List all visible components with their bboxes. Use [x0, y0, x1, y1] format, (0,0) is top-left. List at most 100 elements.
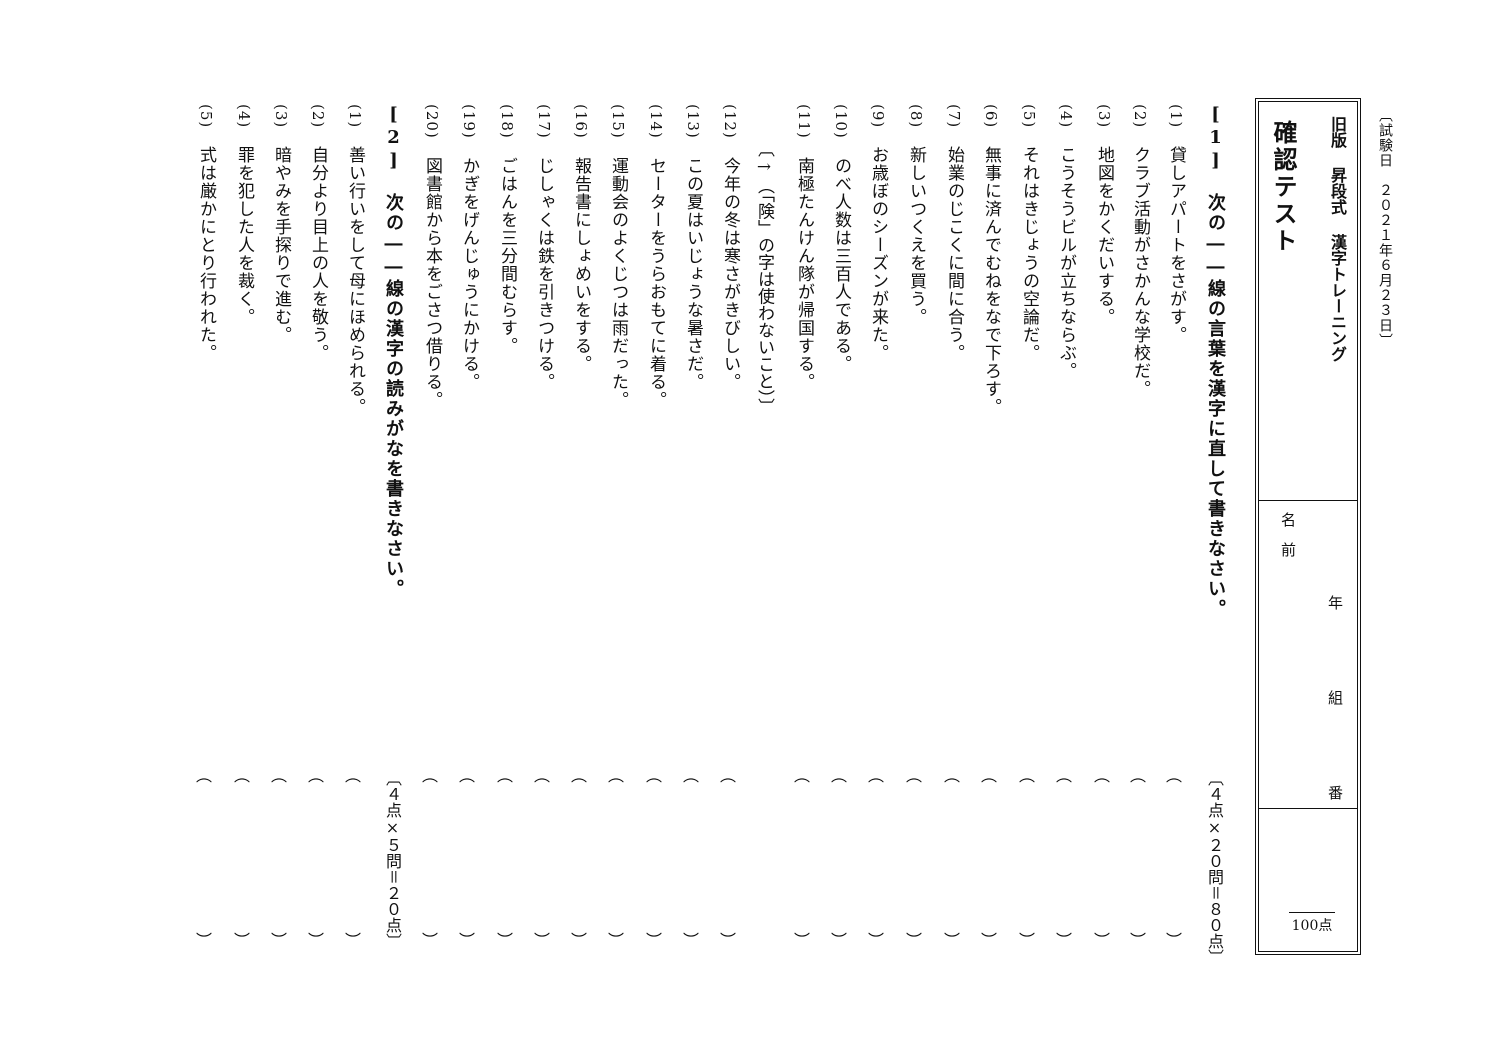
paren-close: ︶ — [905, 931, 922, 950]
answer-box[interactable]: ︵ ︶ — [864, 762, 888, 950]
section1-question-19: (19) かぎをげんじゅうにかける。 — [457, 104, 482, 391]
answer-box[interactable]: ︵ ︶ — [418, 762, 442, 950]
paren-close: ︶ — [943, 931, 960, 950]
section1-question-3: (3) 地図をかくだいする。 — [1092, 104, 1117, 326]
paren-open: ︵ — [905, 766, 922, 785]
question-number: (14) — [647, 104, 665, 139]
question-number: (3) — [1095, 104, 1113, 129]
paren-close: ︶ — [233, 931, 250, 950]
answer-box[interactable]: ︵ ︶ — [1162, 762, 1186, 950]
answer-box[interactable]: ︵ ︶ — [567, 762, 591, 950]
paren-close: ︶ — [344, 931, 361, 950]
answer-box[interactable]: ︵ ︶ — [940, 762, 964, 950]
paren-open: ︵ — [645, 766, 662, 785]
paren-open: ︵ — [270, 766, 287, 785]
question-number: (18) — [498, 104, 516, 139]
section1-question-11: (11) 南極たんけん隊が帰国する。 — [792, 104, 817, 391]
question-text: 自分より目上の人を敬う。 — [308, 128, 328, 363]
name-field[interactable]: 名 前 — [1279, 512, 1297, 557]
question-text: セーターをうらおもてに着る。 — [646, 138, 666, 409]
paren-close: ︶ — [270, 931, 287, 950]
answer-box[interactable]: ︵ ︶ — [267, 762, 291, 950]
question-number: (16) — [572, 104, 590, 139]
paren-close: ︶ — [458, 931, 475, 950]
question-number: (11) — [795, 104, 813, 139]
section1-question-4: (4) こうそうビルが立ちならぶ。 — [1054, 104, 1079, 380]
paren-close: ︶ — [496, 931, 513, 950]
answer-box[interactable]: ︵ ︶ — [790, 762, 814, 950]
paren-close: ︶ — [307, 931, 324, 950]
paren-close: ︶ — [1018, 931, 1035, 950]
section1-instruction: [1] 次の――線の言葉を漢字に直して書きなさい。 — [1205, 104, 1226, 619]
paren-close: ︶ — [867, 931, 884, 950]
section1-question-7: (7) 始業のじこくに間に合う。 — [942, 104, 967, 362]
answer-box[interactable]: ︵ ︶ — [679, 762, 703, 950]
paren-open: ︵ — [867, 766, 884, 785]
header-divider — [1259, 808, 1357, 809]
paren-open: ︵ — [943, 766, 960, 785]
paren-open: ︵ — [421, 766, 438, 785]
answer-box[interactable]: ︵ ︶ — [1090, 762, 1114, 950]
paren-open: ︵ — [458, 766, 475, 785]
answer-box[interactable]: ︵ ︶ — [642, 762, 666, 950]
paren-open: ︵ — [1129, 766, 1146, 785]
question-text: ごはんを三分間むらす。 — [497, 138, 517, 355]
class-label: 組 — [1327, 689, 1343, 707]
section1-question-5: (5) それはきじょうの空論だ。 — [1017, 104, 1042, 362]
section1-question-17: (17) じしゃくは鉄を引きつける。 — [532, 104, 557, 391]
question-number: (5) — [1020, 104, 1038, 129]
question-text: この夏はいじょうな暑さだ。 — [683, 138, 703, 391]
answer-box[interactable]: ︵ ︶ — [1015, 762, 1039, 950]
question-number: (15) — [609, 104, 627, 139]
question-number: (9) — [869, 104, 887, 129]
question-number: (1) — [1167, 104, 1185, 129]
answer-box[interactable]: ︵ ︶ — [1052, 762, 1076, 950]
test-title: 確認テスト — [1269, 120, 1298, 255]
answer-box[interactable]: ︵ ︶ — [455, 762, 479, 950]
answer-box[interactable]: ︵ ︶ — [902, 762, 926, 950]
answer-box[interactable]: ︵ ︶ — [530, 762, 554, 950]
paren-open: ︵ — [1093, 766, 1110, 785]
question-text: 貸しアパートをさがす。 — [1166, 128, 1186, 345]
section1-points: 〔４点×２０問＝８０点〕 — [1205, 770, 1224, 965]
answer-box[interactable]: ︵ ︶ — [304, 762, 328, 950]
paren-close: ︶ — [645, 931, 662, 950]
question-text: 式は厳かにとり行われた。 — [196, 128, 216, 363]
series-title: 旧版 昇段式 漢字トレーニング — [1328, 116, 1347, 362]
section1-question-14: (14) セーターをうらおもてに着る。 — [644, 104, 669, 409]
header-box: 旧版 昇段式 漢字トレーニング 確認テスト 名 前 年 組 番 100点 — [1255, 98, 1361, 955]
paren-open: ︵ — [830, 766, 847, 785]
section1-question-16: (16) 報告書にしょめいをする。 — [569, 104, 594, 373]
answer-box[interactable]: ︵ ︶ — [604, 762, 628, 950]
answer-box[interactable]: ︵ ︶ — [716, 762, 740, 950]
section2-question-2: (2) 自分より目上の人を敬う。 — [306, 104, 331, 362]
question-text: 運動会のよくじつは雨だった。 — [608, 138, 628, 409]
question-number: (17) — [535, 104, 553, 139]
section1-question-2: (2) クラブ活動がさかんな学校だ。 — [1128, 104, 1153, 398]
answer-box[interactable]: ︵ ︶ — [493, 762, 517, 950]
paren-open: ︵ — [607, 766, 624, 785]
answer-box[interactable]: ︵ ︶ — [827, 762, 851, 950]
question-text: じしゃくは鉄を引きつける。 — [534, 138, 554, 391]
answer-box[interactable]: ︵ ︶ — [192, 762, 216, 950]
question-number: (8) — [907, 104, 925, 129]
section1-question-1: (1) 貸しアパートをさがす。 — [1164, 104, 1189, 344]
paren-close: ︶ — [421, 931, 438, 950]
paren-open: ︵ — [793, 766, 810, 785]
question-number: (10) — [832, 104, 850, 139]
question-number: (4) — [235, 104, 253, 129]
question-text: 無事に済んでむねをなで下ろす。 — [981, 128, 1001, 417]
section1-question-9: (9) お歳ぼのシーズンが来た。 — [866, 104, 891, 362]
paren-open: ︵ — [1055, 766, 1072, 785]
question-number: (5) — [197, 104, 215, 129]
answer-box[interactable]: ︵ ︶ — [230, 762, 254, 950]
question-number: (12) — [721, 104, 739, 139]
paren-close: ︶ — [533, 931, 550, 950]
question-number: (7) — [945, 104, 963, 129]
answer-box[interactable]: ︵ ︶ — [341, 762, 365, 950]
paren-close: ︶ — [607, 931, 624, 950]
question-text: 地図をかくだいする。 — [1094, 128, 1114, 327]
paren-close: ︶ — [682, 931, 699, 950]
answer-box[interactable]: ︵ ︶ — [1126, 762, 1150, 950]
answer-box[interactable]: ︵ ︶ — [977, 762, 1001, 950]
